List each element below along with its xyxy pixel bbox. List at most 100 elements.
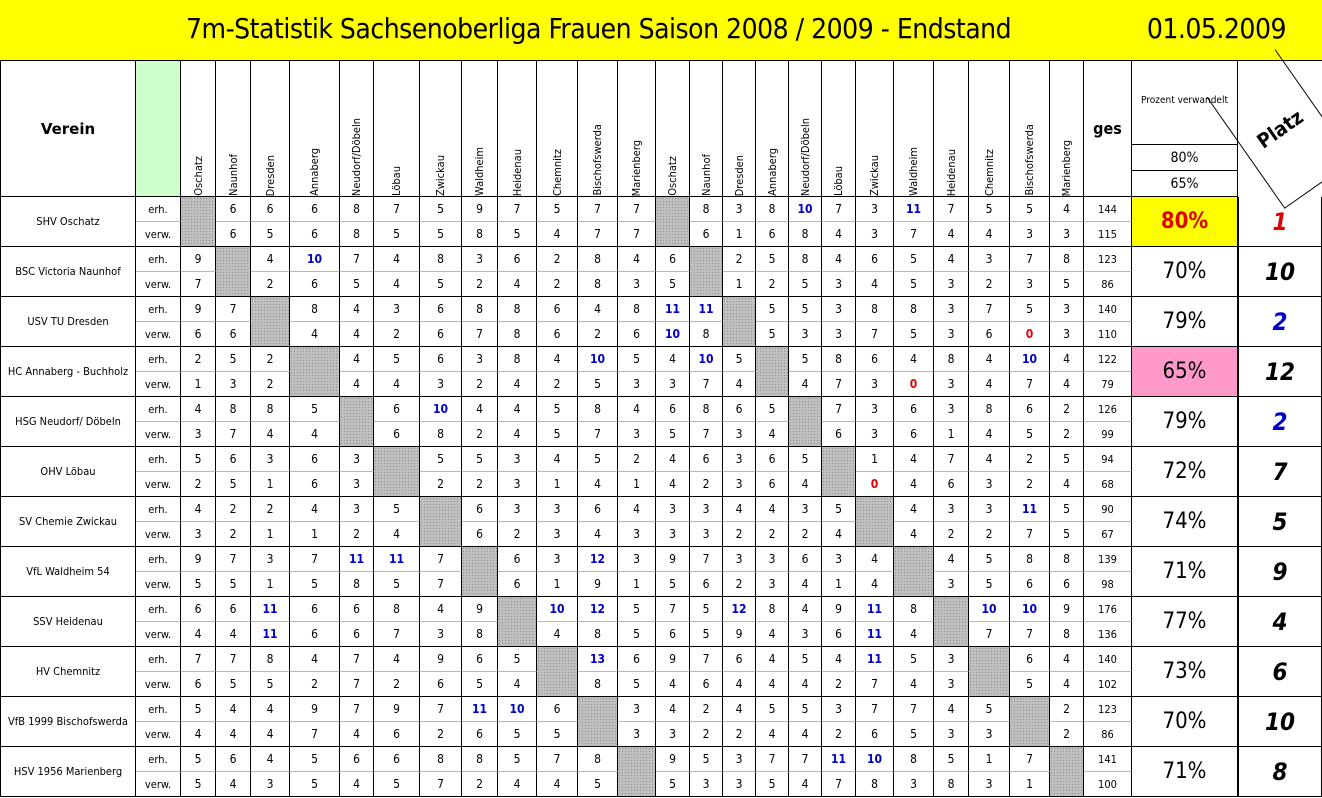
verw-value: 6	[822, 622, 856, 647]
row-label-verw: verw.	[136, 722, 181, 747]
title-bar: 7m-Statistik Sachsenoberliga Frauen Sais…	[0, 0, 1322, 61]
erh-value: 5	[690, 747, 723, 772]
opponent-name: Naunhof	[699, 154, 713, 196]
row-label-erh: erh.	[136, 397, 181, 422]
percent-value: 65%	[1132, 347, 1238, 397]
erh-value: 5	[1010, 297, 1050, 322]
ges-erh-value: 122	[1084, 347, 1132, 372]
erh-value: 4	[537, 447, 578, 472]
erh-value: 7	[756, 747, 789, 772]
verw-value: 7	[856, 672, 894, 697]
verw-value: 5	[578, 772, 618, 797]
erh-value: 8	[462, 297, 498, 322]
erh-value: 3	[934, 397, 969, 422]
erh-value: 5	[618, 347, 656, 372]
opponent-name: Oschatz	[666, 156, 679, 196]
erh-value: 9	[420, 647, 462, 672]
verw-value: 1	[618, 572, 656, 597]
erh-value: 6	[340, 597, 374, 622]
self-match-cell	[374, 447, 420, 497]
erh-value: 5	[789, 697, 822, 722]
percent-value: 71%	[1132, 747, 1238, 797]
verw-value: 3	[618, 522, 656, 547]
ges-erh-value: 123	[1084, 247, 1132, 272]
platz-value: 10	[1238, 697, 1322, 747]
erh-value: 4	[578, 297, 618, 322]
erh-value: 4	[290, 647, 340, 672]
verw-value: 6	[690, 222, 723, 247]
verw-value: 3	[789, 622, 822, 647]
verw-value: 6	[374, 422, 420, 447]
row-label-verw: verw.	[136, 622, 181, 647]
erh-value: 4	[656, 347, 690, 372]
erh-value: 4	[969, 447, 1010, 472]
erh-value: 6	[290, 597, 340, 622]
erh-value: 5	[420, 447, 462, 472]
verw-value: 5	[537, 422, 578, 447]
verw-value: 6	[290, 472, 340, 497]
erh-value: 5	[934, 747, 969, 772]
team-name: SSV Heidenau	[0, 597, 136, 647]
erh-value: 3	[618, 697, 656, 722]
verw-value: 6	[290, 272, 340, 297]
verw-value: 5	[656, 572, 690, 597]
erh-value: 8	[789, 247, 822, 272]
erh-value: 5	[498, 647, 537, 672]
percent-value: 79%	[1132, 297, 1238, 347]
verw-value: 5	[216, 572, 251, 597]
erh-value: 7	[690, 547, 723, 572]
verw-value: 3	[618, 722, 656, 747]
verw-value: 4	[578, 472, 618, 497]
statistics-table: Verein Oschatz Oschatz Naunhof Naunhof Dresde…	[0, 49, 1322, 798]
verw-value: 9	[723, 622, 756, 647]
verw-value: 5	[969, 572, 1010, 597]
opponent-name: Dresden	[263, 154, 277, 196]
verw-value: 4	[216, 772, 251, 797]
erh-value: 3	[723, 197, 756, 222]
erh-value: 8	[578, 397, 618, 422]
erh-value: 3	[723, 447, 756, 472]
verw-value: 4	[498, 422, 537, 447]
verw-value: 2	[723, 522, 756, 547]
verw-value: 4	[969, 422, 1010, 447]
erh-value: 8	[690, 397, 723, 422]
ges-erh-value: 144	[1084, 197, 1132, 222]
verw-value: 2	[934, 522, 969, 547]
erh-value: 7	[374, 197, 420, 222]
verw-value: 4	[789, 772, 822, 797]
verw-value: 4	[894, 522, 934, 547]
threshold-low: 65%	[1132, 171, 1238, 197]
opponent-name: Waldheim	[473, 147, 486, 196]
erh-value: 8	[420, 247, 462, 272]
erh-value: 6	[789, 547, 822, 572]
erh-value: 10	[690, 347, 723, 372]
erh-value: 5	[537, 397, 578, 422]
verw-value: 7	[822, 372, 856, 397]
verw-value: 4	[756, 422, 789, 447]
erh-value: 5	[374, 497, 420, 522]
verw-value: 3	[690, 522, 723, 547]
verw-value: 5	[756, 322, 789, 347]
self-match-cell	[723, 297, 756, 347]
opponent-header: Dresden	[723, 61, 756, 197]
row-label-erh: erh.	[136, 347, 181, 372]
ges-verw-value: 100	[1084, 772, 1132, 797]
opponent-name: Annaberg	[308, 148, 321, 196]
verw-value: 7	[690, 372, 723, 397]
verw-value: 8	[578, 272, 618, 297]
erh-value: 11	[856, 647, 894, 672]
erh-value: 6	[498, 547, 537, 572]
verw-value: 5	[1010, 422, 1050, 447]
erh-value: 2	[1010, 447, 1050, 472]
verw-value: 3	[1010, 222, 1050, 247]
erh-value: 6	[618, 647, 656, 672]
verw-value: 2	[462, 772, 498, 797]
verw-value: 5	[656, 772, 690, 797]
erh-value: 7	[894, 697, 934, 722]
verw-value: 5	[290, 772, 340, 797]
erh-value: 7	[822, 197, 856, 222]
opponent-name: Dresden	[732, 154, 746, 196]
verw-value: 3	[934, 672, 969, 697]
erh-value: 5	[789, 647, 822, 672]
erh-value: 6	[374, 397, 420, 422]
